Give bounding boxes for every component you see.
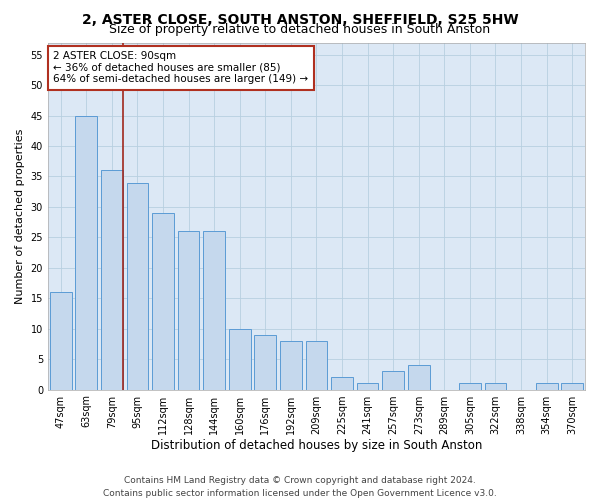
Bar — [459, 384, 481, 390]
Bar — [485, 384, 506, 390]
Bar — [152, 213, 174, 390]
Bar — [382, 372, 404, 390]
Bar — [305, 341, 328, 390]
Text: 2 ASTER CLOSE: 90sqm
← 36% of detached houses are smaller (85)
64% of semi-detac: 2 ASTER CLOSE: 90sqm ← 36% of detached h… — [53, 51, 308, 84]
Bar — [229, 328, 251, 390]
Bar — [536, 384, 557, 390]
Bar — [280, 341, 302, 390]
Bar — [203, 232, 225, 390]
Y-axis label: Number of detached properties: Number of detached properties — [15, 128, 25, 304]
Bar — [408, 365, 430, 390]
Bar — [127, 182, 148, 390]
Bar — [331, 378, 353, 390]
Text: Size of property relative to detached houses in South Anston: Size of property relative to detached ho… — [109, 22, 491, 36]
Bar — [562, 384, 583, 390]
X-axis label: Distribution of detached houses by size in South Anston: Distribution of detached houses by size … — [151, 440, 482, 452]
Bar — [357, 384, 379, 390]
Bar — [254, 335, 276, 390]
Bar — [101, 170, 123, 390]
Bar — [76, 116, 97, 390]
Text: 2, ASTER CLOSE, SOUTH ANSTON, SHEFFIELD, S25 5HW: 2, ASTER CLOSE, SOUTH ANSTON, SHEFFIELD,… — [82, 12, 518, 26]
Bar — [50, 292, 71, 390]
Text: Contains HM Land Registry data © Crown copyright and database right 2024.
Contai: Contains HM Land Registry data © Crown c… — [103, 476, 497, 498]
Bar — [178, 232, 199, 390]
